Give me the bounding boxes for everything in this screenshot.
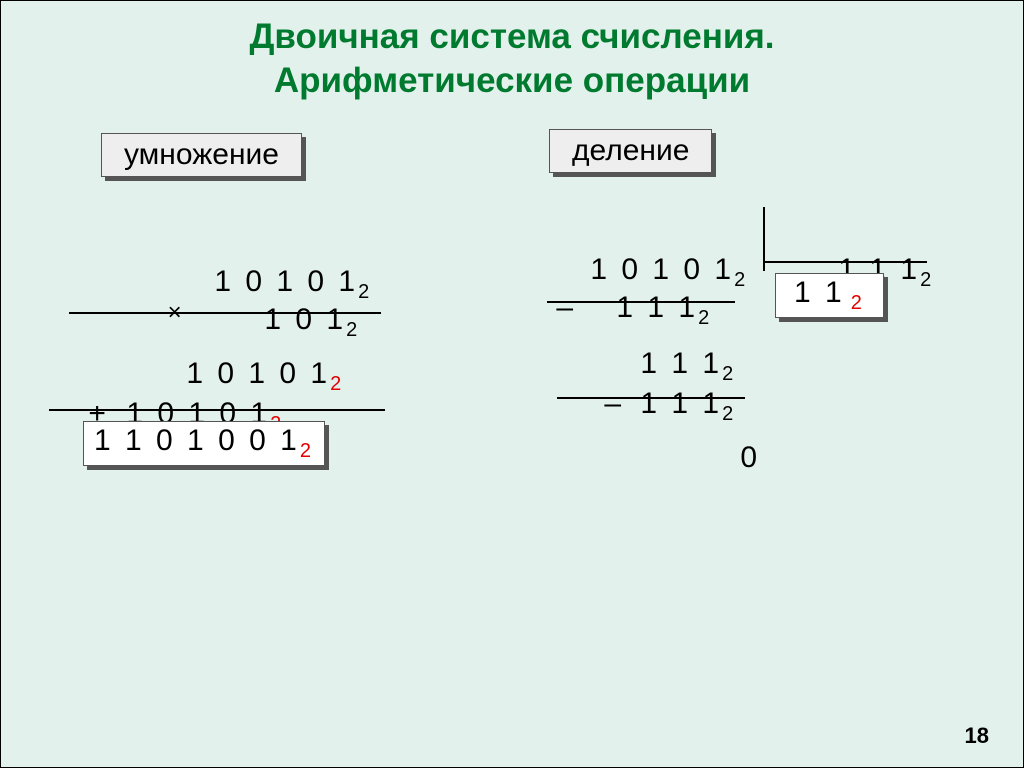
- mult-partial1-sub: 2: [330, 373, 344, 395]
- mult-result-sub: 2: [300, 440, 314, 462]
- slide-title: Двоичная система счисления. Арифметическ…: [1, 15, 1023, 103]
- div-rule-2: [557, 397, 745, 399]
- label-multiplication-text: умножение: [124, 138, 279, 171]
- div-final-rem: 0: [695, 407, 760, 509]
- mult-result-digits: 1 1 0 1 0 0 1: [94, 424, 300, 457]
- div-quotient-box: 1 1 2: [775, 273, 884, 318]
- mult-operand2-sub: 2: [346, 319, 360, 341]
- div-rule-1: [547, 301, 735, 303]
- mult-rule-2: [49, 409, 385, 411]
- div-quotient-digits: 1 1: [794, 276, 845, 309]
- label-division: деление: [549, 129, 712, 173]
- title-line-1: Двоичная система счисления.: [249, 17, 774, 56]
- label-multiplication: умножение: [101, 133, 302, 177]
- slide-frame: Двоичная система счисления. Арифметическ…: [0, 0, 1024, 768]
- mult-result-box: 1 1 0 1 0 0 12: [83, 421, 325, 466]
- page-number: 18: [965, 723, 989, 749]
- div-divisor-sub: 2: [920, 269, 934, 291]
- div-dividend-sub: 2: [734, 269, 748, 291]
- mult-operand1-sub: 2: [358, 281, 372, 303]
- div-quotient-sub: 2: [851, 292, 865, 314]
- div-final-rem-digit: 0: [740, 441, 760, 474]
- mult-rule-1: [69, 312, 381, 314]
- title-line-2: Арифметические операции: [274, 61, 750, 100]
- div-minus1: –: [511, 257, 576, 359]
- label-division-text: деление: [572, 134, 689, 167]
